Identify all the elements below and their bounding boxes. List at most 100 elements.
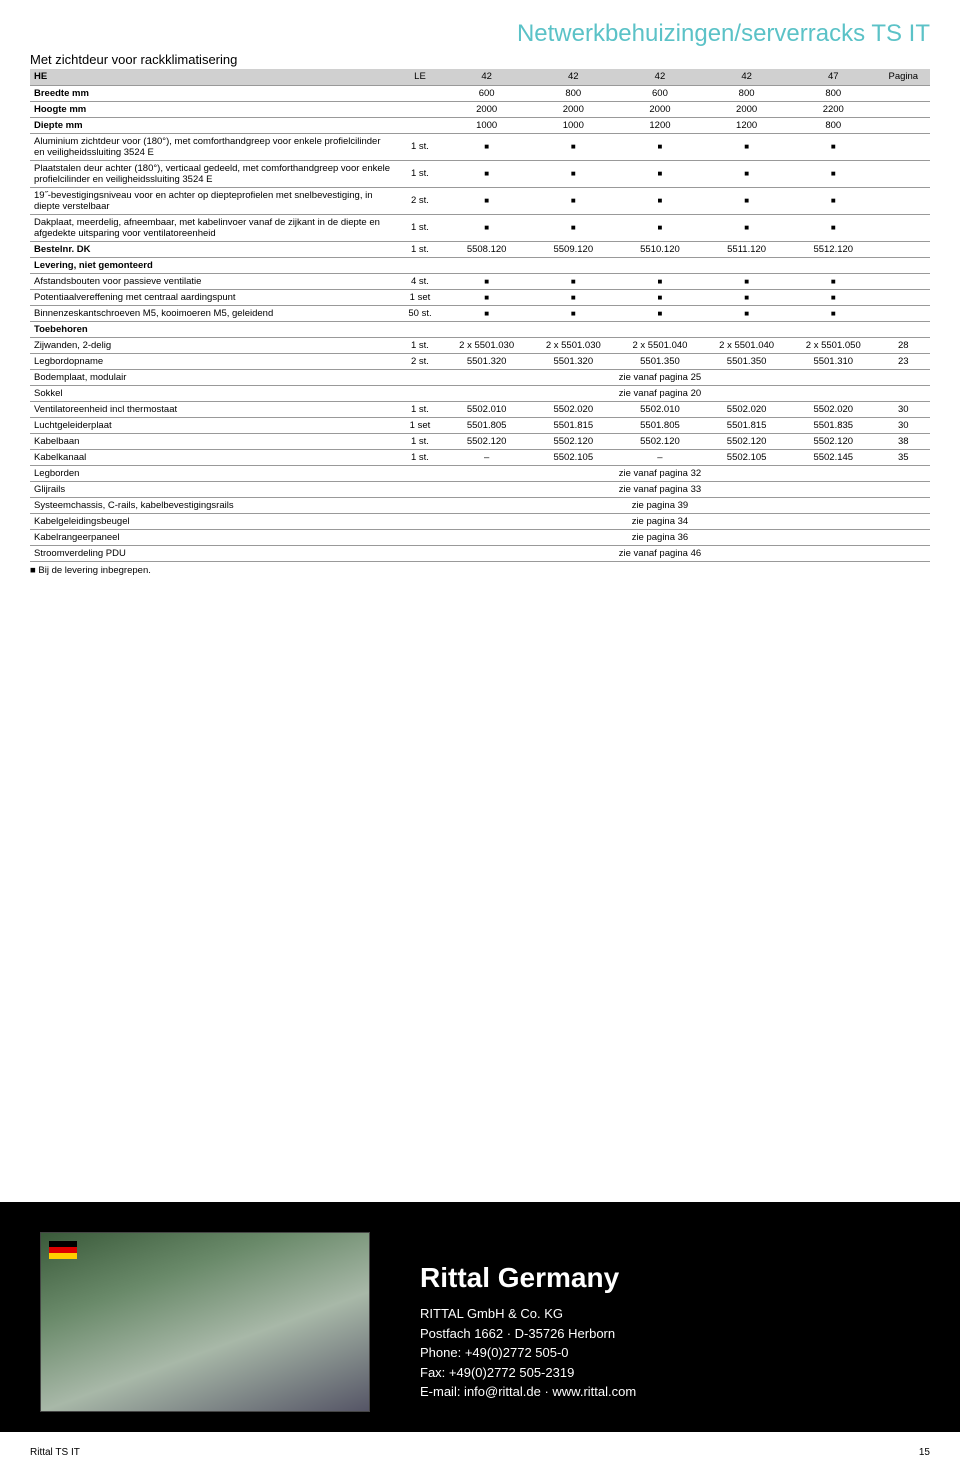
row-value: ■	[443, 160, 530, 187]
table-row: Dakplaat, meerdelig, afneembaar, met kab…	[30, 214, 930, 241]
row-value: ■	[617, 133, 704, 160]
ad-line3: Phone: +49(0)2772 505-0	[420, 1345, 569, 1360]
row-page	[877, 187, 930, 214]
table-row: Ventilatoreenheid incl thermostaat1 st.5…	[30, 401, 930, 417]
page-subtitle: Met zichtdeur voor rackklimatisering	[30, 52, 930, 67]
row-page	[877, 160, 930, 187]
row-value: 5501.350	[703, 353, 790, 369]
row-page	[877, 85, 930, 101]
row-span-value: zie pagina 34	[443, 513, 876, 529]
row-le: 1 st.	[397, 401, 444, 417]
row-page	[877, 481, 930, 497]
row-page	[877, 369, 930, 385]
row-value: 2 x 5501.040	[617, 337, 704, 353]
row-page: 30	[877, 401, 930, 417]
row-label: HE	[30, 69, 397, 85]
row-value: 600	[443, 85, 530, 101]
row-span-value: zie vanaf pagina 25	[443, 369, 876, 385]
table-row: Kabelkanaal1 st.–5502.105–5502.1055502.1…	[30, 449, 930, 465]
row-value: ■	[790, 187, 877, 214]
row-value: ■	[617, 305, 704, 321]
row-value: ■	[703, 214, 790, 241]
row-value: ■	[443, 214, 530, 241]
row-page: 28	[877, 337, 930, 353]
row-value: 5501.815	[703, 417, 790, 433]
row-value: ■	[530, 305, 617, 321]
row-value	[703, 321, 790, 337]
row-value: 5501.835	[790, 417, 877, 433]
row-le: 4 st.	[397, 273, 444, 289]
table-row: Sokkelzie vanaf pagina 20	[30, 385, 930, 401]
row-value: 800	[790, 85, 877, 101]
row-value: ■	[790, 160, 877, 187]
row-value: 5502.105	[530, 449, 617, 465]
row-value: 2000	[443, 101, 530, 117]
row-value: 5511.120	[703, 241, 790, 257]
row-value: 5502.120	[703, 433, 790, 449]
row-value: 1200	[617, 117, 704, 133]
row-le: 1 st.	[397, 214, 444, 241]
row-le: 1 set	[397, 417, 444, 433]
table-row: Bestelnr. DK1 st.5508.1205509.1205510.12…	[30, 241, 930, 257]
row-value: ■	[703, 305, 790, 321]
row-value	[617, 257, 704, 273]
row-le: 1 set	[397, 289, 444, 305]
ad-line4: Fax: +49(0)2772 505-2319	[420, 1365, 574, 1380]
row-value: –	[617, 449, 704, 465]
table-row: Potentiaalvereffening met centraal aardi…	[30, 289, 930, 305]
row-value: 2200	[790, 101, 877, 117]
row-value: 600	[617, 85, 704, 101]
row-value: 5502.120	[617, 433, 704, 449]
table-row: Legbordopname2 st.5501.3205501.3205501.3…	[30, 353, 930, 369]
row-label: Hoogte mm	[30, 101, 397, 117]
footer-right: 15	[919, 1447, 930, 1458]
row-label: Sokkel	[30, 385, 397, 401]
table-row: Glijrailszie vanaf pagina 33	[30, 481, 930, 497]
row-value: ■	[617, 273, 704, 289]
row-value: ■	[703, 133, 790, 160]
row-value: –	[443, 449, 530, 465]
table-row: Levering, niet gemonteerd	[30, 257, 930, 273]
row-label: Bestelnr. DK	[30, 241, 397, 257]
row-le: 1 st.	[397, 241, 444, 257]
row-label: Plaatstalen deur achter (180°), verticaa…	[30, 160, 397, 187]
row-value: ■	[530, 214, 617, 241]
ad-title: Rittal Germany	[420, 1262, 636, 1294]
row-le: LE	[397, 69, 444, 85]
row-label: Luchtgeleiderplaat	[30, 417, 397, 433]
row-page	[877, 545, 930, 561]
row-value: ■	[443, 187, 530, 214]
row-le	[397, 101, 444, 117]
ad-image	[40, 1232, 370, 1412]
row-label: Ventilatoreenheid incl thermostaat	[30, 401, 397, 417]
row-value	[443, 257, 530, 273]
row-value: 5502.145	[790, 449, 877, 465]
row-value: ■	[530, 187, 617, 214]
table-row: HELE4242424247Pagina	[30, 69, 930, 85]
row-value: 5502.120	[790, 433, 877, 449]
page-title: Netwerkbehuizingen/serverracks TS IT	[30, 20, 930, 48]
ad-line5: E-mail: info@rittal.de · www.rittal.com	[420, 1384, 636, 1399]
table-row: Kabelrangeerpaneelzie pagina 36	[30, 529, 930, 545]
row-page	[877, 117, 930, 133]
row-value: 800	[530, 85, 617, 101]
row-label: Kabelrangeerpaneel	[30, 529, 397, 545]
table-row: Toebehoren	[30, 321, 930, 337]
row-span-value: zie pagina 39	[443, 497, 876, 513]
row-label: Stroomverdeling PDU	[30, 545, 397, 561]
row-le: 1 st.	[397, 337, 444, 353]
row-label: Diepte mm	[30, 117, 397, 133]
row-value: ■	[443, 305, 530, 321]
row-value: 5501.815	[530, 417, 617, 433]
row-value: 2000	[617, 101, 704, 117]
row-value: 1000	[443, 117, 530, 133]
row-le: 1 st.	[397, 133, 444, 160]
row-span-value: zie vanaf pagina 46	[443, 545, 876, 561]
table-row: 19˝-bevestigingsniveau voor en achter op…	[30, 187, 930, 214]
row-le	[397, 321, 444, 337]
row-le: 1 st.	[397, 449, 444, 465]
row-label: Kabelgeleidingsbeugel	[30, 513, 397, 529]
row-value	[790, 321, 877, 337]
row-value: 5508.120	[443, 241, 530, 257]
row-value: 5510.120	[617, 241, 704, 257]
